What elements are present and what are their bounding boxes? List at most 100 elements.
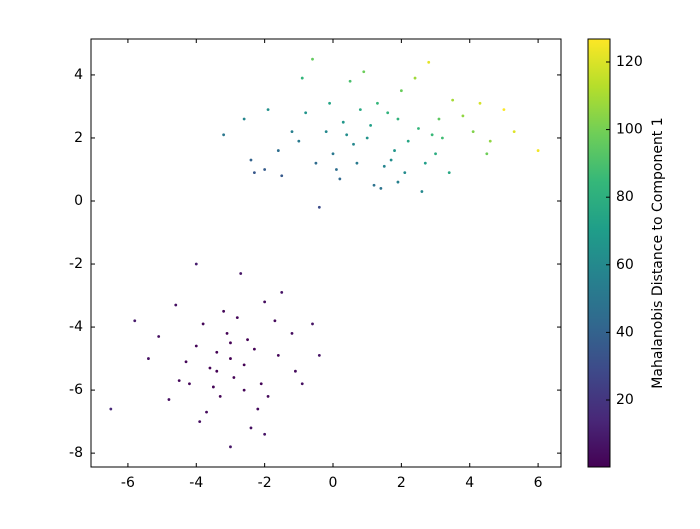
point [294,369,297,373]
point [249,426,253,430]
point [147,357,150,360]
colorbar-tick-label: 80 [616,189,634,205]
point [430,133,434,137]
point [413,76,417,80]
point [314,161,318,165]
point [232,376,236,379]
colorbar-tick-label: 120 [616,54,643,70]
point [259,382,263,386]
point [208,366,212,370]
point [215,369,219,373]
point [372,183,376,187]
point [266,108,270,111]
point [235,316,239,320]
y-tick-label: 2 [74,130,83,146]
point [311,322,314,326]
x-tick-label: 0 [329,475,338,491]
point [174,303,178,307]
point [376,101,379,105]
colorbar-tick-label: 40 [616,324,634,340]
colorbar-tick-label: 100 [616,122,643,138]
point [256,407,260,411]
point [355,161,359,165]
point [211,385,215,389]
point [177,379,181,383]
point [358,108,362,111]
point [406,139,410,143]
point [201,322,205,326]
point [317,205,321,209]
point [393,149,396,152]
point [427,60,431,64]
point [317,354,321,357]
point [246,338,249,342]
x-tick-label: 6 [534,475,543,491]
plot-frame [90,38,562,468]
point [290,130,294,134]
point [386,111,390,115]
point [434,152,437,156]
point [263,168,267,171]
x-tick-label: -2 [258,475,272,491]
point [222,133,226,137]
point [167,398,171,401]
point [188,382,191,386]
point [382,164,386,168]
point [403,171,407,175]
point [263,300,267,304]
point [331,152,335,156]
point [304,111,308,115]
point [447,171,451,175]
colorbar-tick-label: 20 [616,392,634,408]
colorbar-tick-label: 60 [616,257,634,273]
point [365,136,369,140]
point [512,130,516,134]
y-tick-label: 0 [74,193,83,209]
point [276,354,280,357]
point [218,395,222,398]
point [242,117,246,121]
y-tick-label: 4 [74,67,83,83]
x-tick-label: -4 [189,475,203,491]
point [242,388,246,392]
point [502,108,506,111]
point [276,149,280,152]
point [461,114,465,118]
point [485,152,489,156]
point [423,161,427,165]
point [229,341,232,345]
point [440,136,444,140]
point [273,319,277,323]
point [311,57,314,61]
point [335,168,338,171]
x-tick-label: -6 [121,475,135,491]
point [300,76,304,80]
point [252,347,256,351]
point [471,130,475,134]
point [280,290,284,294]
point [328,101,331,105]
point [536,149,540,152]
point [280,174,284,178]
point [198,420,202,424]
point [194,262,198,266]
point [194,344,198,348]
point [420,190,424,193]
point [239,272,243,275]
x-tick-label: 4 [465,475,474,491]
point [215,350,219,354]
colorbar [587,38,611,468]
point [369,123,373,127]
point [205,410,208,414]
point [157,335,161,338]
point [396,180,400,184]
point [362,70,366,74]
point [451,98,455,102]
point [109,407,113,411]
point [184,360,188,364]
point [437,117,441,121]
point [242,363,246,367]
point [222,309,226,313]
point [417,127,420,130]
